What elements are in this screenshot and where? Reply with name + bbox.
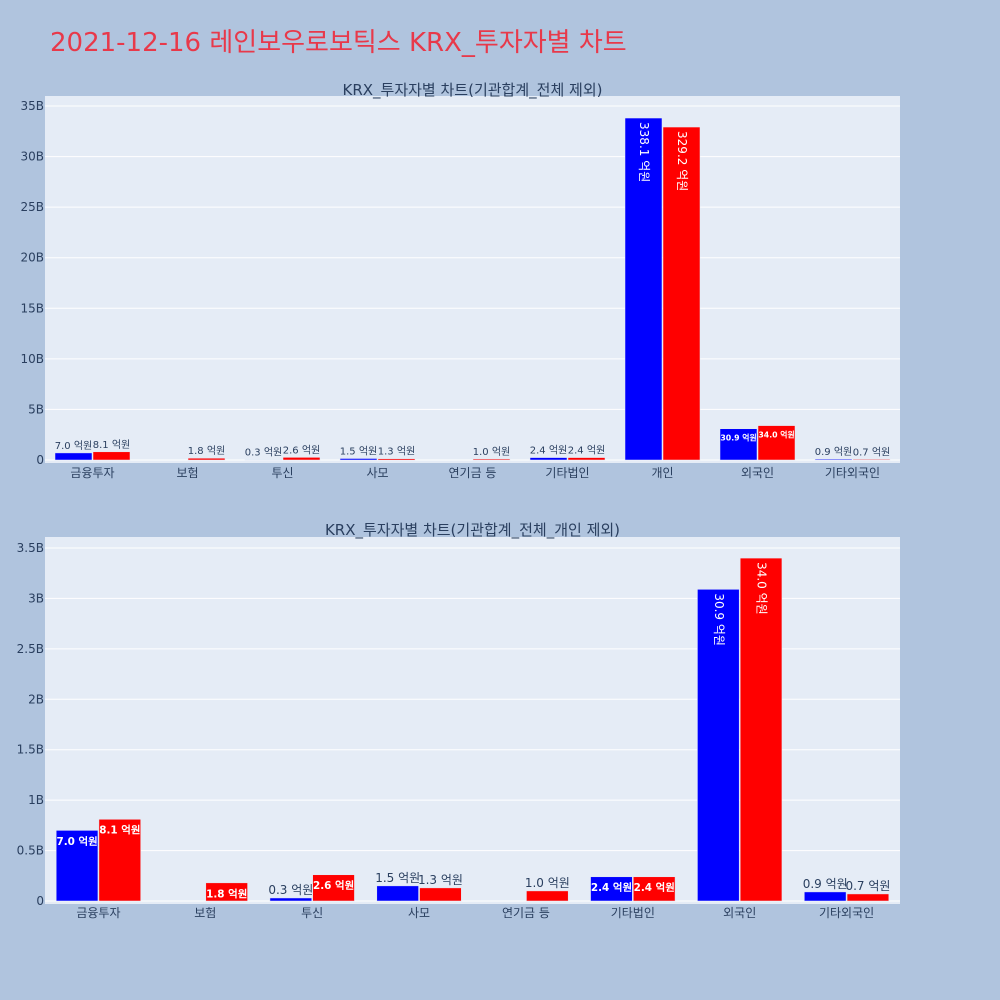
x-tick-label: 외국인 xyxy=(741,466,774,480)
data-label: 1.0 억원 xyxy=(473,446,510,458)
data-label: 1.5 억원 xyxy=(375,871,420,885)
y-tick-label: 3B xyxy=(28,591,44,605)
x-tick-label: 외국인 xyxy=(723,906,756,920)
x-tick-label: 개인 xyxy=(651,466,673,480)
bar-series2 xyxy=(92,451,131,461)
data-label: 0.3 억원 xyxy=(268,883,313,897)
bar-series1 xyxy=(529,457,568,461)
data-label: 1.8 억원 xyxy=(206,887,247,900)
bar-series1 xyxy=(590,876,633,902)
x-tick-label: 기타법인 xyxy=(545,466,589,480)
y-tick-label: 1B xyxy=(28,793,44,807)
y-tick-label: 0 xyxy=(36,894,44,908)
data-label: 1.3 억원 xyxy=(378,446,415,458)
x-tick-label: 투신 xyxy=(301,906,323,920)
data-label: 1.3 억원 xyxy=(418,873,463,887)
x-tick-label: 연기금 등 xyxy=(502,906,550,920)
chart-title: KRX_투자자별 차트(기관합계_전체 제외) xyxy=(343,81,603,100)
y-tick-label: 3.5B xyxy=(17,541,44,555)
x-tick-label: 연기금 등 xyxy=(449,466,497,480)
bar-series2 xyxy=(187,457,226,461)
bar-series1 xyxy=(339,458,378,461)
x-tick-label: 보험 xyxy=(194,906,216,920)
y-tick-label: 2B xyxy=(28,692,44,706)
data-label: 7.0 억원 xyxy=(56,835,97,848)
data-label: 0.7 억원 xyxy=(853,446,890,458)
data-label: 2.4 억원 xyxy=(634,881,675,894)
y-tick-label: 25B xyxy=(20,200,44,214)
bar-series2 xyxy=(846,893,890,902)
y-tick-label: 0 xyxy=(36,453,44,467)
y-tick-label: 20B xyxy=(20,251,44,265)
data-label: 8.1 억원 xyxy=(93,439,130,451)
y-tick-label: 0.5B xyxy=(17,844,44,858)
data-label: 2.6 억원 xyxy=(313,879,354,892)
bar-series2 xyxy=(633,876,676,902)
bar-series2 xyxy=(98,819,141,902)
y-tick-label: 30B xyxy=(20,150,44,164)
x-tick-label: 사모 xyxy=(408,906,430,920)
bar-series2 xyxy=(852,459,891,461)
data-label: 338.1 억원 xyxy=(637,122,651,182)
bar-series1 xyxy=(804,891,847,902)
bar-series2 xyxy=(757,425,796,461)
x-tick-label: 기타외국인 xyxy=(825,466,880,480)
data-label: 30.9 억원 xyxy=(712,593,726,646)
x-tick-label: 기타법인 xyxy=(611,906,655,920)
data-label: 1.5 억원 xyxy=(340,445,377,457)
data-label: 0.9 억원 xyxy=(815,446,852,458)
bar-series1 xyxy=(697,589,740,902)
x-tick-label: 투신 xyxy=(271,466,293,480)
bar-series1 xyxy=(624,117,663,461)
bar-series2 xyxy=(419,887,462,902)
y-tick-label: 15B xyxy=(20,301,44,315)
y-tick-label: 35B xyxy=(20,99,44,113)
data-label: 2.4 억원 xyxy=(568,445,605,457)
bar-series1 xyxy=(814,458,853,461)
data-label: 34.0 억원 xyxy=(755,562,769,615)
bar-series2 xyxy=(662,126,701,461)
x-tick-label: 사모 xyxy=(366,466,388,480)
bar-series2 xyxy=(282,457,321,461)
x-tick-label: 보험 xyxy=(176,466,198,480)
bar-series2 xyxy=(567,457,606,461)
bar-series1 xyxy=(376,885,419,902)
bar-series1 xyxy=(719,428,758,461)
y-tick-label: 5B xyxy=(28,402,44,416)
data-label: 0.7 억원 xyxy=(845,879,890,893)
x-tick-label: 기타외국인 xyxy=(819,906,874,920)
chart-title: KRX_투자자별 차트(기관합계_전체_개인 제외) xyxy=(325,521,620,540)
bar-series2 xyxy=(205,882,248,902)
page-title: 2021-12-16 레인보우로보틱스 KRX_투자자별 차트 xyxy=(50,28,627,58)
data-label: 2.6 억원 xyxy=(283,444,320,456)
data-label: 329.2 억원 xyxy=(675,131,689,191)
chart-top: 0 5B 10B 15B 20B 25B 30B 35B KRX_투자자별 차트(기관합계_전체… xyxy=(20,81,900,480)
bar-series2 xyxy=(472,458,511,461)
bar-series1 xyxy=(269,897,312,902)
bar-series2 xyxy=(526,890,569,902)
bar-series1 xyxy=(54,452,93,461)
data-label: 1.0 억원 xyxy=(525,876,570,890)
bar-series2 xyxy=(312,874,355,902)
data-label: 34.0 억원 xyxy=(758,429,794,439)
data-label: 7.0 억원 xyxy=(55,440,92,452)
bar-series1 xyxy=(55,830,99,902)
data-label: 8.1 억원 xyxy=(99,824,140,837)
data-label: 2.4 억원 xyxy=(591,881,632,894)
data-label: 0.9 억원 xyxy=(803,877,848,891)
y-tick-label: 1.5B xyxy=(17,743,44,757)
x-tick-label: 금융투자 xyxy=(76,906,120,920)
bar-series2 xyxy=(739,557,783,902)
x-tick-label: 금융투자 xyxy=(70,466,114,480)
data-label: 1.8 억원 xyxy=(188,445,225,457)
data-label: 0.3 억원 xyxy=(245,447,282,459)
bar-series2 xyxy=(377,458,416,461)
data-label: 30.9 억원 xyxy=(720,433,756,443)
y-tick-label: 2.5B xyxy=(17,642,44,656)
plot-area xyxy=(45,96,900,463)
y-tick-label: 10B xyxy=(20,352,44,366)
data-label: 2.4 억원 xyxy=(530,445,567,457)
